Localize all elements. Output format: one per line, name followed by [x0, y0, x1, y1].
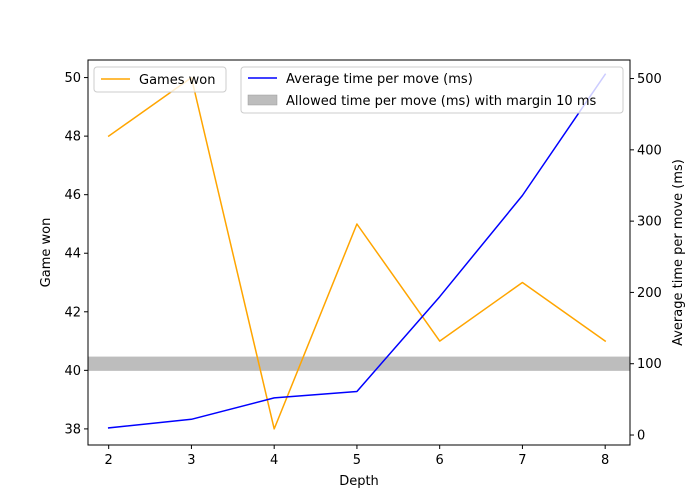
right-y-tick-label: 100 — [637, 357, 662, 372]
x-tick-label: 5 — [353, 453, 361, 468]
legend-label-allowed-time: Allowed time per move (ms) with margin 1… — [286, 94, 597, 109]
right-y-tick-label: 200 — [637, 286, 662, 301]
left-y-tick-label: 42 — [64, 305, 81, 320]
left-y-tick-label: 48 — [64, 130, 81, 145]
legend-label-average-time: Average time per move (ms) — [286, 72, 473, 87]
series-line-average-time — [107, 73, 607, 429]
left-y-tick-label: 40 — [64, 364, 81, 379]
series-layer — [107, 73, 607, 430]
right-y-tick-label: 400 — [637, 143, 662, 158]
x-tick-label: 7 — [518, 453, 526, 468]
left-y-axis-label: Game won — [39, 218, 54, 288]
right-y-tick-label: 500 — [637, 72, 662, 87]
legend-swatch-allowed-time — [247, 94, 278, 106]
x-tick-label: 6 — [436, 453, 444, 468]
allowed-time-band-layer — [88, 356, 630, 371]
right-y-tick-label: 0 — [637, 429, 645, 444]
x-tick-label: 8 — [601, 453, 609, 468]
legend-box — [240, 66, 624, 114]
x-axis-label: Depth — [339, 474, 379, 489]
x-tick-label: 4 — [270, 453, 278, 468]
plot-frame — [87, 59, 631, 446]
left-y-tick-label: 46 — [64, 188, 81, 203]
legend-time-per-move: Average time per move (ms) Allowed time … — [240, 66, 624, 114]
left-y-tick-label: 38 — [64, 422, 81, 437]
x-tick-label: 3 — [187, 453, 195, 468]
right-y-axis-label: Average time per move (ms) — [671, 159, 686, 346]
legend-label-games-won: Games won — [139, 73, 215, 88]
allowed-time-band — [88, 356, 630, 371]
right-y-tick-label: 300 — [637, 215, 662, 230]
series-line-games-won — [107, 76, 607, 430]
legend-games-won: Games won — [93, 66, 227, 93]
left-y-tick-label: 50 — [64, 71, 81, 86]
legend-box — [93, 66, 227, 93]
left-y-tick-label: 44 — [64, 247, 81, 262]
x-tick-label: 2 — [105, 453, 113, 468]
